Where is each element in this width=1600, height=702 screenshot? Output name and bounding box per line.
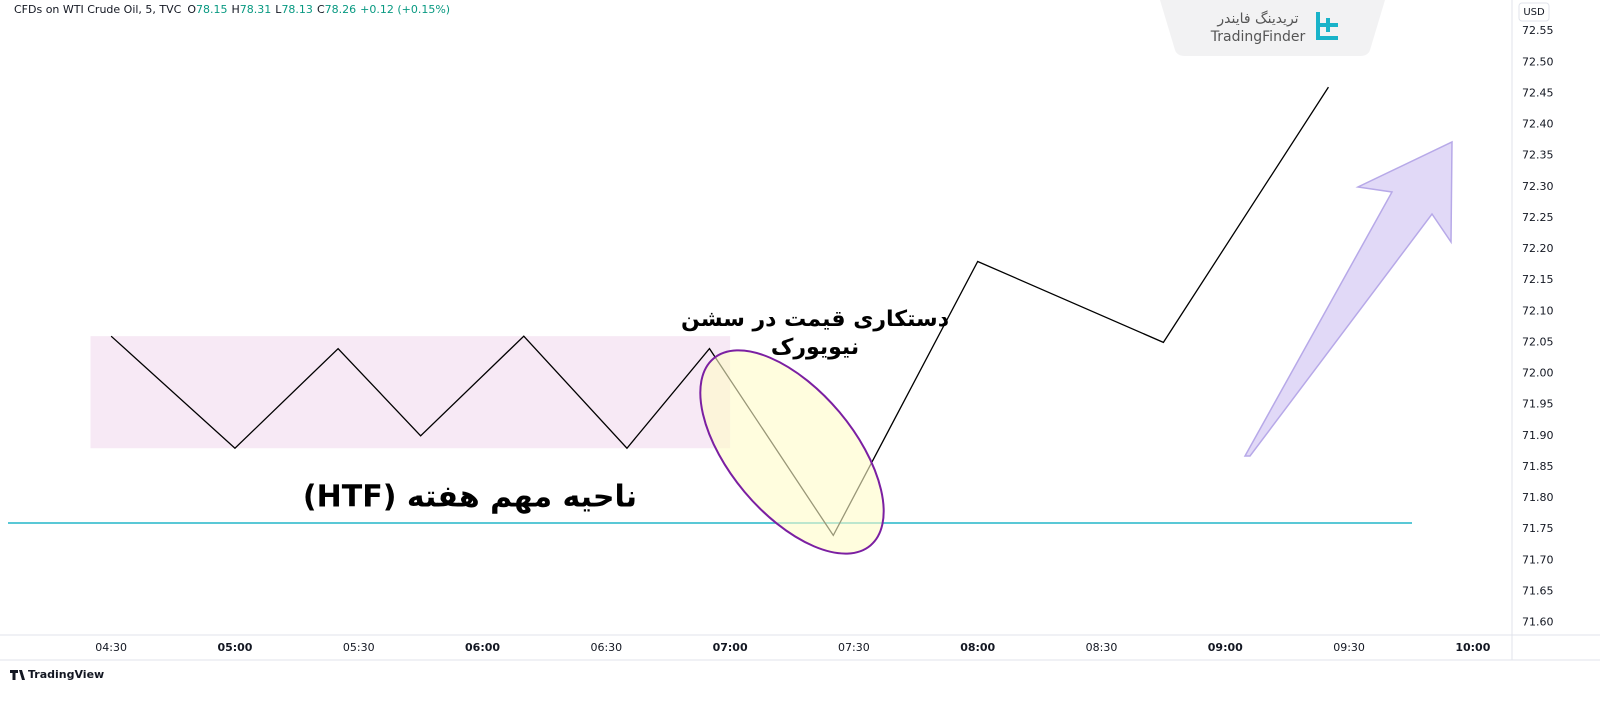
- y-tick-label: 72.00: [1522, 367, 1554, 380]
- brand-icon: [10, 670, 25, 680]
- y-tick-label: 72.20: [1522, 242, 1554, 255]
- x-tick-label: 06:30: [590, 641, 622, 654]
- y-tick-label: 71.95: [1522, 398, 1554, 411]
- y-tick-label: 72.55: [1522, 24, 1554, 37]
- x-tick-label: 08:00: [960, 641, 995, 654]
- x-tick-label: 09:30: [1333, 641, 1365, 654]
- y-tick-label: 71.85: [1522, 460, 1554, 473]
- brand: TradingView: [28, 668, 104, 681]
- y-tick-label: 71.65: [1522, 584, 1554, 597]
- price-line: [110, 86, 1329, 537]
- y-tick-label: 71.75: [1522, 522, 1554, 535]
- plot-area: [8, 86, 1412, 537]
- x-tick-label: 07:00: [713, 641, 748, 654]
- x-tick-label: 09:00: [1208, 641, 1243, 654]
- y-tick-label: 72.45: [1522, 86, 1554, 99]
- currency: USD: [1523, 7, 1545, 18]
- annotation: ناحیه مهم هفته (HTF): [303, 480, 637, 515]
- logo-background: [1160, 0, 1385, 56]
- y-tick-label: 72.40: [1522, 118, 1554, 131]
- currency-box: [1518, 2, 1550, 22]
- y-tick-label: 71.60: [1522, 616, 1554, 629]
- y-tick-label: 71.70: [1522, 553, 1554, 566]
- ohlc-value: 78.13: [281, 3, 313, 16]
- x-tick-label: 04:30: [95, 641, 127, 654]
- y-tick-label: 71.90: [1522, 429, 1554, 442]
- ohlc-value: 78.31: [240, 3, 272, 16]
- x-tick-label: 07:30: [838, 641, 870, 654]
- y-tick-label: 72.10: [1522, 304, 1554, 317]
- header: CFDs on WTI Crude Oil, 5, TVC O78.15 H78.3…: [14, 3, 450, 16]
- y-tick-label: 72.05: [1522, 335, 1554, 348]
- ohlc: O78.15 H78.31 L78.13 C78.26: [187, 3, 356, 16]
- y-tick-label: 72.25: [1522, 211, 1554, 224]
- change: +0.12 (+0.15%): [360, 3, 450, 16]
- ohlc-label: O: [187, 3, 196, 16]
- zone: [90, 336, 731, 449]
- ohlc-label: H: [232, 3, 240, 16]
- annotation: دستکاری قیمت در سشن: [681, 307, 949, 332]
- y-tick-label: 72.35: [1522, 149, 1554, 162]
- logo-icon: [1316, 12, 1338, 40]
- ohlc-label: C: [317, 3, 325, 16]
- annotation: نیویورک: [771, 335, 859, 360]
- y-tick-label: 72.30: [1522, 180, 1554, 193]
- y-tick-label: 72.15: [1522, 273, 1554, 286]
- highlight-ellipse: [699, 349, 885, 555]
- arrow: [1243, 140, 1453, 457]
- ohlc-value: 78.26: [325, 3, 357, 16]
- x-tick-label: 06:00: [465, 641, 500, 654]
- symbol: CFDs on WTI Crude Oil, 5, TVC: [14, 3, 182, 16]
- y-tick-label: 71.80: [1522, 491, 1554, 504]
- logo-text: TradingFinder: [1210, 29, 1306, 45]
- logo-text: تریدینگ فایندر: [1216, 10, 1298, 27]
- x-tick-label: 08:30: [1086, 641, 1118, 654]
- ohlc-label: L: [275, 3, 282, 16]
- x-tick-label: 05:00: [217, 641, 252, 654]
- x-tick-label: 10:00: [1455, 641, 1490, 654]
- x-tick-label: 05:30: [343, 641, 375, 654]
- ohlc-value: 78.15: [196, 3, 228, 16]
- y-tick-label: 72.50: [1522, 55, 1554, 68]
